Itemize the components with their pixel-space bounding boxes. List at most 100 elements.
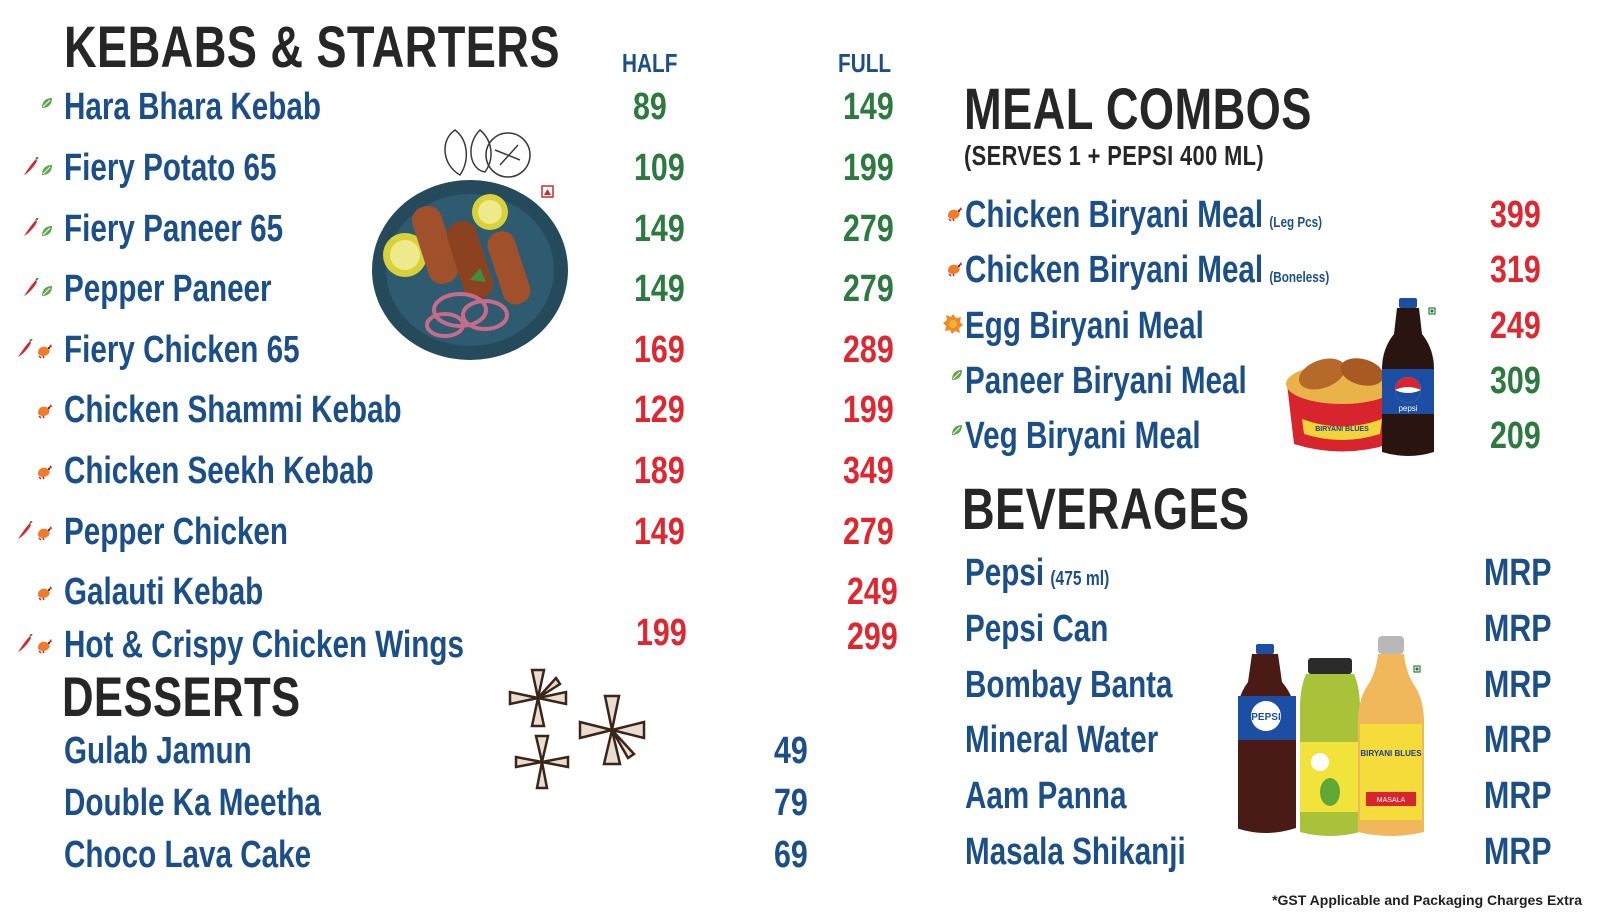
spicy-veg-icon [16, 277, 54, 303]
biryani-bowl-pepsi-illustration: BIRYANI BLUES pepsi [1286, 298, 1436, 456]
dessert-price: 79 [774, 782, 808, 824]
beverage-item-label: Aam Panna [965, 775, 1127, 817]
chicken-icon [926, 257, 964, 282]
beverage-item-name: Pepsi Can [965, 608, 1108, 651]
beverage-price: MRP [1484, 552, 1552, 594]
dessert-item-name: Double Ka Meetha [64, 782, 321, 824]
spicy-veg-icon [16, 156, 54, 182]
full-column-header: FULL [838, 48, 892, 78]
beverage-item-name: Mineral Water [965, 719, 1158, 762]
kebab-item-name: Fiery Paneer 65 [64, 208, 284, 250]
beverage-item-name: Pepsi (475 ml) [965, 552, 1109, 595]
veg-leaf-icon [926, 423, 964, 442]
combo-item-label: Chicken Biryani Meal [965, 194, 1264, 236]
kebab-full-price: 349 [843, 450, 894, 492]
chicken-icon [926, 202, 964, 227]
veg-leaf-icon [16, 96, 54, 115]
kebab-item-name: Chicken Shammi Kebab [64, 389, 402, 431]
combo-price: 309 [1490, 360, 1541, 402]
combo-price: 319 [1490, 249, 1541, 291]
beverage-item-label: Masala Shikanji [965, 831, 1186, 873]
beverages-title: BEVERAGES [962, 477, 1250, 542]
combo-item-label: Veg Biryani Meal [965, 415, 1201, 457]
chicken-icon [16, 399, 54, 424]
kebab-item-name: Chicken Seekh Kebab [64, 450, 374, 492]
combo-item-name: Egg Biryani Meal [965, 305, 1204, 348]
spicy-chicken-icon [16, 633, 54, 659]
kebab-plate-image [360, 120, 580, 360]
biryani-blues-bottle-sublabel: MASALA [1377, 797, 1406, 804]
meal-combos-title: MEAL COMBOS [964, 77, 1312, 142]
desserts-title: DESSERTS [62, 665, 301, 728]
spicy-chicken-icon [16, 520, 54, 546]
spicy-chicken-icon [16, 338, 54, 364]
beverage-item-note: (475 ml) [1050, 568, 1110, 590]
bowl-brand-label: BIRYANI BLUES [1315, 426, 1369, 433]
kebab-plate-illustration [372, 128, 568, 360]
chicken-icon [16, 581, 54, 606]
kebab-half-price: 189 [634, 450, 685, 492]
kebab-item-name: Hot & Crispy Chicken Wings [64, 624, 464, 666]
kebab-item-name: Hara Bhara Kebab [64, 86, 321, 128]
veg-leaf-icon [926, 368, 964, 387]
kebab-full-price: 279 [843, 511, 894, 553]
beverage-item-name: Bombay Banta [965, 664, 1173, 707]
kebab-full-price: 249 [847, 571, 898, 613]
beverage-item-label: Bombay Banta [965, 664, 1173, 706]
meal-combos-subtitle: (SERVES 1 + PEPSI 400 ML) [964, 140, 1265, 171]
kebab-full-price: 199 [843, 389, 894, 431]
combo-item-name: Paneer Biryani Meal [965, 360, 1247, 403]
kebab-half-price: 199 [636, 612, 687, 654]
kebab-half-price: 109 [634, 147, 685, 189]
kebab-item-name: Pepper Chicken [64, 511, 289, 553]
kebab-full-price: 279 [843, 268, 894, 310]
dessert-price: 69 [774, 834, 808, 876]
combo-item-label: Chicken Biryani Meal [965, 249, 1264, 291]
kebab-half-price: 169 [634, 329, 685, 371]
kebab-half-price: 149 [634, 268, 685, 310]
beverage-bottles-illustration: PEPSI BIRYANI BLUES MASALA [1236, 636, 1424, 836]
kebab-full-price: 279 [843, 208, 894, 250]
beverage-price: MRP [1484, 831, 1552, 873]
combo-item-name: Veg Biryani Meal [965, 415, 1201, 458]
combo-item-name: Chicken Biryani Meal (Boneless) [965, 249, 1329, 292]
kebabs-title: KEBABS & STARTERS [64, 15, 560, 80]
egg-icon [926, 313, 964, 340]
beverage-item-label: Pepsi [965, 552, 1045, 594]
beverage-item-label: Mineral Water [965, 719, 1159, 761]
star-anise-illustration [500, 666, 655, 796]
star-anise-icon [508, 668, 646, 790]
gst-footer-note: *GST Applicable and Packaging Charges Ex… [1272, 892, 1582, 908]
beverage-item-label: Pepsi Can [965, 608, 1109, 650]
beverage-bottles-image: PEPSI BIRYANI BLUES MASALA [1236, 632, 1428, 842]
combo-item-note: (Boneless) [1269, 269, 1330, 286]
kebab-half-price: 129 [634, 389, 685, 431]
combo-item-note: (Leg Pcs) [1269, 214, 1323, 231]
kebab-full-price: 299 [847, 616, 898, 658]
kebab-half-price: 89 [633, 86, 667, 128]
kebab-item-name: Fiery Potato 65 [64, 147, 277, 189]
kebab-half-price: 149 [634, 208, 685, 250]
half-column-header: HALF [622, 48, 678, 78]
combo-price: 209 [1490, 415, 1541, 457]
kebab-item-name: Pepper Paneer [64, 268, 272, 310]
beverage-price: MRP [1484, 664, 1552, 706]
dessert-item-name: Choco Lava Cake [64, 834, 312, 876]
beverage-item-name: Masala Shikanji [965, 831, 1186, 874]
dessert-price: 49 [774, 730, 808, 772]
kebab-full-price: 149 [843, 86, 894, 128]
biryani-blues-bottle-label: BIRYANI BLUES [1360, 749, 1422, 758]
beverage-price: MRP [1484, 775, 1552, 817]
combo-item-label: Egg Biryani Meal [965, 305, 1204, 347]
kebab-item-name: Fiery Chicken 65 [64, 329, 300, 371]
chicken-icon [16, 460, 54, 485]
dessert-item-name: Gulab Jamun [64, 730, 252, 772]
beverage-item-name: Aam Panna [965, 775, 1126, 818]
beverage-price: MRP [1484, 608, 1552, 650]
combo-item-name: Chicken Biryani Meal (Leg Pcs) [965, 194, 1322, 237]
pepsi-bottle-label: pepsi [1398, 404, 1417, 413]
kebab-item-name: Galauti Kebab [64, 571, 264, 613]
pepsi-label: PEPSI [1251, 712, 1281, 723]
kebab-full-price: 199 [843, 147, 894, 189]
kebab-full-price: 289 [843, 329, 894, 371]
